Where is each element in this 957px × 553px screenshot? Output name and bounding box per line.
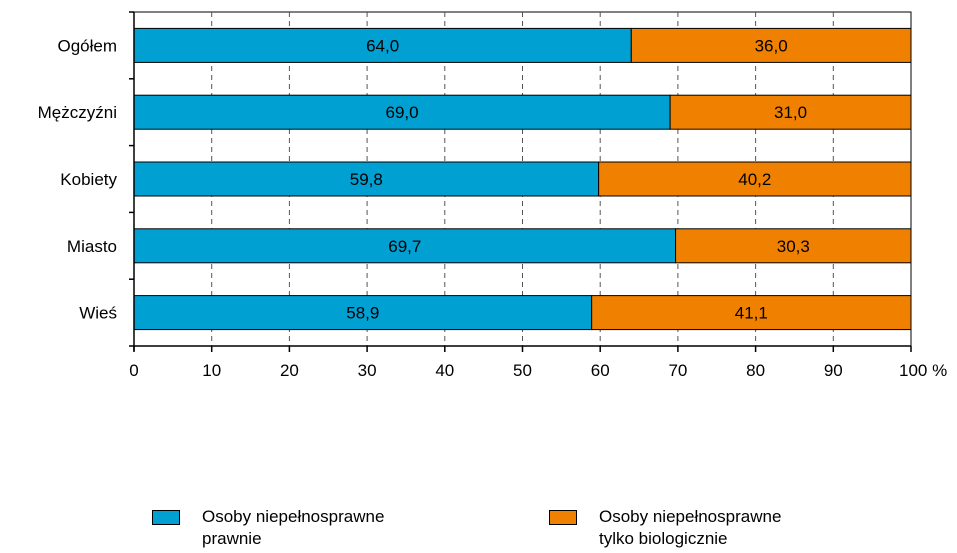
bar-segment <box>675 228 912 264</box>
legend-swatch-biologicznie <box>549 510 577 525</box>
bar-segment <box>133 295 593 331</box>
bar-segment <box>133 228 677 264</box>
data-label: 64,0 <box>366 36 399 55</box>
legend-label-biologicznie: Osoby niepełnosprawne tylko biologicznie <box>599 507 782 548</box>
x-tick-label: 60 <box>591 361 610 380</box>
bar-segment <box>591 295 912 331</box>
data-label: 36,0 <box>755 36 788 55</box>
x-tick-label: 80 <box>746 361 765 380</box>
bar-segment <box>133 161 600 197</box>
labels: 64,0 36,0 Ogółem 69,0 31,0 Mężczyźni 59,8 40,2 K… <box>38 36 948 380</box>
data-label: 31,0 <box>774 103 807 122</box>
bars <box>133 27 912 331</box>
legend-label-prawnie: Osoby niepełnosprawne prawnie <box>202 507 385 548</box>
data-label: 41,1 <box>735 304 768 323</box>
legend-item-biologicznie: Osoby niepełnosprawne tylko biologicznie <box>549 506 859 550</box>
category-label: Kobiety <box>60 170 117 189</box>
axes <box>129 11 912 352</box>
stacked-bar-chart: 64,0 36,0 Ogółem 69,0 31,0 Mężczyźni 59,8 40,2 K… <box>38 11 948 380</box>
category-label: Wieś <box>79 304 117 323</box>
x-tick-label: 10 <box>202 361 221 380</box>
category-label: Miasto <box>67 237 117 256</box>
x-tick-label: 20 <box>280 361 299 380</box>
data-label: 58,9 <box>346 304 379 323</box>
x-tick-label: 100 % <box>899 361 947 380</box>
legend: Osoby niepełnosprawne prawnie Osoby niep… <box>0 506 957 553</box>
data-label: 59,8 <box>350 170 383 189</box>
legend-swatch-prawnie <box>152 510 180 525</box>
x-tick-label: 90 <box>824 361 843 380</box>
bar-segment <box>669 94 912 130</box>
data-label: 69,0 <box>386 103 419 122</box>
legend-item-prawnie: Osoby niepełnosprawne prawnie <box>152 506 462 550</box>
x-tick-label: 50 <box>513 361 532 380</box>
data-label: 40,2 <box>738 170 771 189</box>
x-tick-label: 0 <box>129 361 138 380</box>
x-tick-label: 40 <box>435 361 454 380</box>
category-label: Mężczyźni <box>38 103 117 122</box>
data-label: 69,7 <box>388 237 421 256</box>
x-tick-label: 70 <box>668 361 687 380</box>
bar-segment <box>630 27 912 63</box>
bar-segment <box>598 161 912 197</box>
data-label: 30,3 <box>777 237 810 256</box>
x-tick-label: 30 <box>358 361 377 380</box>
category-label: Ogółem <box>57 36 117 55</box>
bar-segment <box>133 94 671 130</box>
